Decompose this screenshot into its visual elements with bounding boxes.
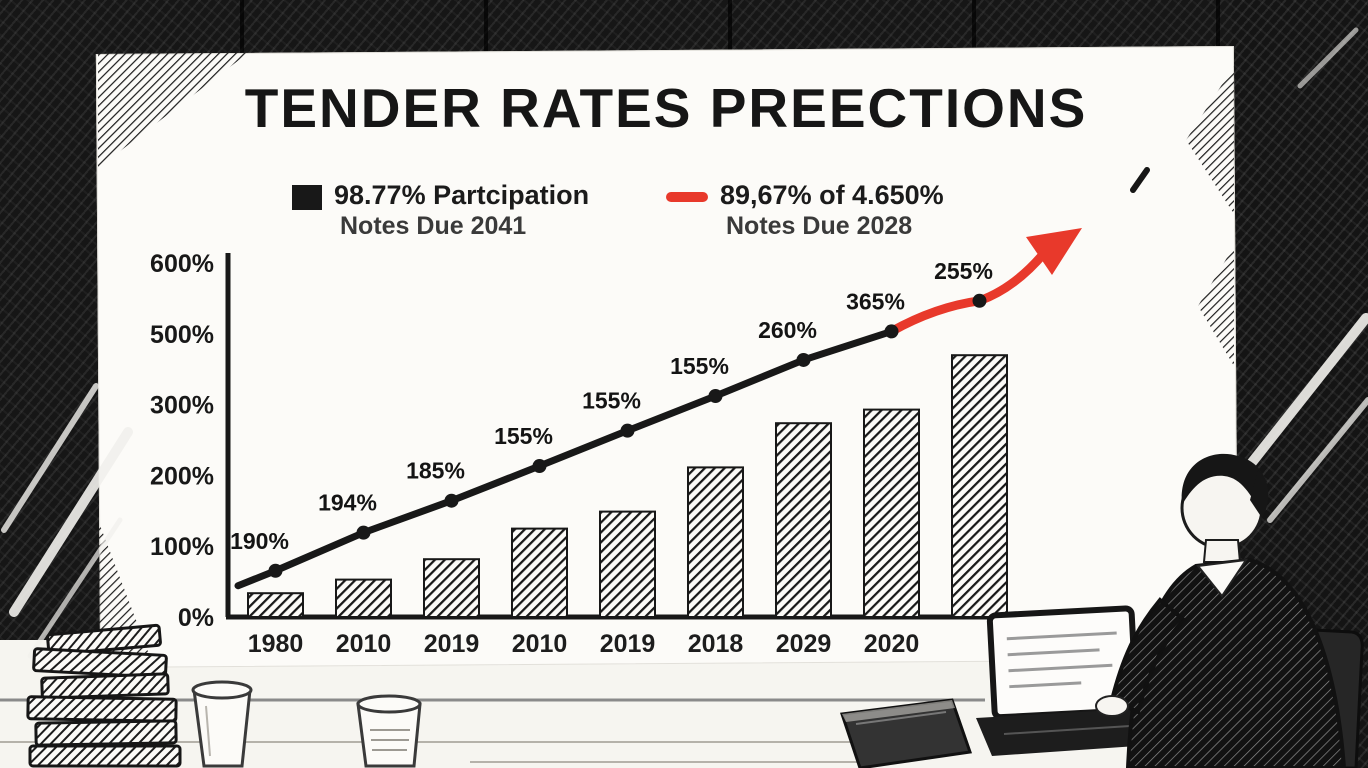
bar	[511, 527, 568, 619]
data-point	[884, 324, 899, 339]
black-square-legend-icon	[292, 185, 322, 210]
x-tick-label: 2020	[864, 630, 920, 658]
legend-label-line2: Notes Due 2041	[340, 212, 527, 241]
point-label: 185%	[406, 458, 465, 484]
y-tick-label: 300%	[150, 392, 214, 420]
y-tick-label: 500%	[150, 321, 214, 349]
point-label: 155%	[582, 388, 641, 414]
bar	[863, 408, 920, 618]
legend-label-line1: 89,67% of 4.650%	[720, 180, 944, 210]
point-label: 365%	[846, 288, 905, 314]
data-point	[532, 459, 547, 474]
data-point	[356, 525, 371, 540]
bar	[951, 354, 1008, 618]
point-label: 194%	[318, 490, 377, 516]
legend-label-line1: 98.77% Partcipation	[334, 180, 590, 210]
x-tick-label: 2010	[512, 630, 568, 658]
data-point	[796, 352, 811, 367]
bar	[335, 578, 392, 619]
x-tick-label: 1980	[248, 630, 304, 658]
data-point	[972, 293, 987, 308]
dark-wall-panel	[1232, 0, 1368, 768]
legend-item-notes-2028: 89,67% of 4.650% Notes Due 2028	[666, 180, 944, 241]
data-point	[268, 563, 283, 578]
y-tick-label: 600%	[150, 250, 214, 278]
chart-title: TENDER RATES PREECTIONS	[244, 77, 1088, 139]
data-point	[708, 389, 723, 403]
legend-item-notes-2041: 98.77% Partcipation Notes Due 2041	[292, 180, 589, 241]
y-tick-label: 100%	[150, 533, 214, 561]
y-tick-label: 200%	[150, 462, 214, 490]
point-label: 260%	[758, 317, 817, 343]
point-label: 190%	[230, 528, 289, 554]
legend-label-line2: Notes Due 2028	[726, 212, 913, 241]
bar	[687, 466, 744, 618]
y-tick-label: 0%	[178, 604, 214, 632]
x-tick-label: 2018	[688, 630, 744, 658]
data-point	[620, 423, 635, 438]
x-tick-label: 2019	[600, 630, 656, 658]
tender-rates-chart: 600% 500% 300% 200% 100% 0% 1980 2010 2019 2010 20…	[150, 228, 1082, 658]
red-arrowhead	[1026, 228, 1082, 275]
point-label: 155%	[494, 423, 553, 449]
red-dash-legend-icon	[666, 192, 708, 202]
point-label: 255%	[934, 258, 993, 284]
x-tick-label: 2010	[336, 630, 392, 658]
bar	[599, 510, 656, 619]
point-label: 155%	[670, 353, 729, 379]
bar	[775, 422, 832, 618]
data-point	[444, 493, 459, 508]
x-tick-label: 2029	[776, 630, 832, 658]
bar	[247, 592, 304, 619]
x-tick-label: 2019	[424, 630, 480, 658]
bar	[423, 558, 480, 619]
